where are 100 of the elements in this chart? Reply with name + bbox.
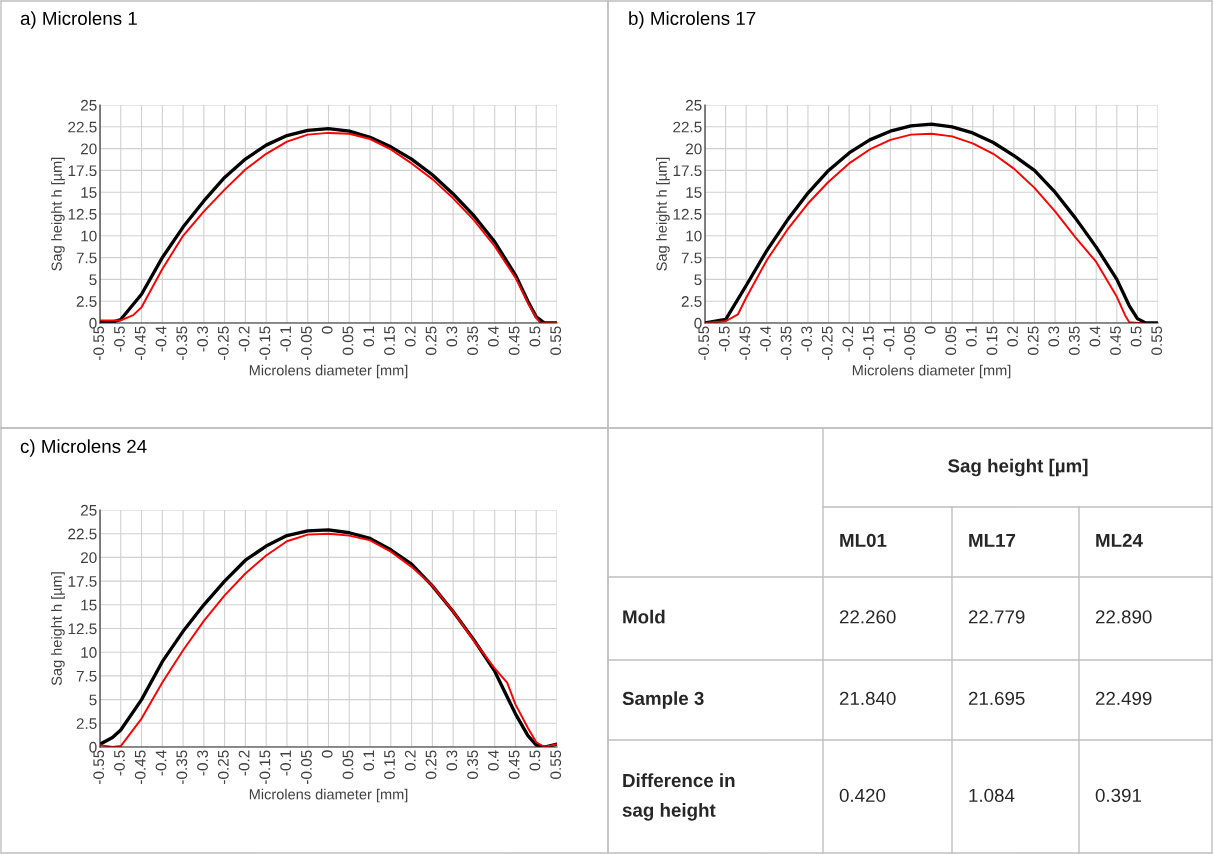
x-tick-label: -0.1	[883, 326, 895, 352]
x-tick-label: -0.45	[134, 750, 146, 784]
x-axis-title: Microlens diameter [mm]	[249, 788, 408, 803]
x-tick-label: -0.3	[197, 326, 208, 352]
y-tick-label: 17.5	[673, 165, 702, 177]
x-tick-label: -0.3	[197, 750, 208, 776]
y-tick-label: 22.5	[673, 121, 702, 133]
y-tick-label: 20	[81, 143, 97, 155]
x-tick-label: -0.5	[718, 326, 730, 352]
x-tick-label: -0.05	[904, 326, 916, 360]
y-tick-label: 12.5	[68, 208, 97, 220]
text: 21.840	[839, 691, 896, 706]
x-tick-label: 0.1	[965, 326, 977, 347]
y-tick-label: 15	[81, 599, 97, 611]
x-axis-title: Microlens diameter [mm]	[249, 364, 408, 379]
category-label: Difference in sag height	[622, 773, 735, 821]
y-tick-label: 7.5	[681, 252, 702, 264]
x-tick-label: 0.35	[1068, 326, 1080, 355]
x-tick-label: -0.45	[739, 326, 751, 360]
x-tick-label: 0.3	[446, 326, 458, 347]
y-tick-label: 5	[89, 274, 97, 286]
x-tick-label: -0.05	[301, 326, 312, 360]
text: 0.391	[1095, 788, 1142, 803]
chart-title: b) Microlens 17	[629, 11, 756, 29]
y-tick-label: 17.5	[68, 165, 97, 177]
y-tick-label: 7.5	[76, 252, 97, 264]
x-tick-label: 0.25	[425, 750, 437, 779]
x-tick-label: -0.35	[780, 326, 792, 360]
y-tick-label: 15	[81, 187, 97, 198]
text: 22.779	[968, 610, 1025, 624]
y-tick-label: 10	[81, 647, 97, 658]
x-tick-label: 0.15	[384, 326, 395, 355]
y-tick-label: 5	[694, 274, 702, 286]
x-axis-title: Microlens diameter [mm]	[852, 364, 1011, 379]
x-tick-label: 0.45	[508, 326, 520, 355]
x-tick-label: -0.25	[217, 750, 229, 784]
y-tick-label: 10	[686, 230, 702, 242]
x-tick-label: -0.35	[176, 326, 188, 360]
text: 22.260	[839, 610, 896, 624]
x-tick-label: -0.4	[155, 326, 167, 352]
x-tick-label: -0.2	[238, 326, 250, 352]
x-tick-label: 0.45	[508, 750, 520, 779]
x-tick-label: -0.4	[760, 326, 771, 352]
y-axis-title: Sag height h [µm]	[51, 572, 65, 686]
x-tick-label: 0	[321, 750, 333, 758]
x-tick-label: 0.3	[446, 750, 458, 771]
y-tick-label: 2.5	[76, 718, 97, 729]
y-tick-label: 20	[686, 143, 702, 155]
text: 1.084	[969, 788, 1015, 803]
x-tick-label: 0.25	[425, 326, 437, 355]
x-tick-label: -0.2	[238, 750, 250, 776]
y-tick-label: 22.5	[68, 121, 97, 133]
x-tick-label: 0.2	[404, 750, 416, 771]
x-tick-label: 0.3	[1048, 326, 1060, 347]
x-tick-label: 0.45	[1110, 326, 1121, 355]
chart-title: a) Microlens 1	[20, 11, 137, 29]
x-tick-label: 0.5	[1130, 326, 1142, 347]
y-tick-label: 2.5	[681, 296, 702, 307]
category-label: ML24	[1096, 533, 1143, 547]
x-tick-label: 0.5	[529, 750, 541, 771]
category-label: Mold	[623, 609, 665, 624]
text: 21.695	[968, 691, 1025, 706]
y-axis-title: Sag height h [µm]	[51, 157, 65, 271]
x-tick-label: 0.4	[1089, 326, 1101, 347]
x-tick-label: 0	[924, 326, 936, 334]
y-tick-label: 25	[81, 99, 97, 111]
y-tick-label: 7.5	[76, 670, 97, 682]
x-tick-label: 0.05	[342, 750, 354, 779]
x-tick-label: 0.15	[986, 326, 998, 355]
y-tick-label: 25	[81, 504, 97, 516]
text: 0.420	[839, 788, 886, 803]
x-tick-label: 0.15	[384, 750, 395, 779]
text: 22.890	[1095, 610, 1152, 624]
category-label: Sample 3	[622, 691, 704, 709]
x-tick-label: -0.4	[155, 750, 167, 776]
x-tick-label: 0.05	[945, 326, 957, 355]
x-tick-label: -0.15	[259, 326, 271, 360]
x-tick-label: -0.1	[280, 326, 292, 352]
text: Sag height [µm]	[948, 458, 1088, 477]
x-tick-label: 0.55	[550, 750, 562, 779]
x-tick-label: -0.5	[114, 750, 125, 776]
x-tick-label: 0.4	[487, 326, 499, 347]
x-tick-label: -0.1	[280, 750, 292, 776]
category-label: ML01	[840, 533, 887, 548]
x-tick-label: 0.4	[487, 750, 499, 771]
y-tick-label: 12.5	[68, 623, 97, 635]
y-tick-label: 2.5	[76, 296, 97, 307]
y-tick-label: 12.5	[673, 208, 702, 220]
y-tick-label: 20	[81, 552, 97, 564]
x-tick-label: -0.05	[301, 750, 312, 784]
x-tick-label: 0.2	[1007, 326, 1018, 347]
x-tick-label: 0.55	[550, 326, 562, 355]
x-tick-label: -0.45	[134, 326, 146, 360]
x-tick-label: 0.55	[1151, 326, 1163, 355]
x-tick-label: -0.15	[259, 750, 271, 784]
y-axis-title: Sag height h [µm]	[656, 157, 670, 271]
x-tick-label: -0.2	[842, 326, 854, 352]
x-tick-label: -0.5	[114, 326, 125, 352]
category-label: ML17	[969, 533, 1016, 547]
x-tick-label: 0.1	[363, 750, 375, 771]
